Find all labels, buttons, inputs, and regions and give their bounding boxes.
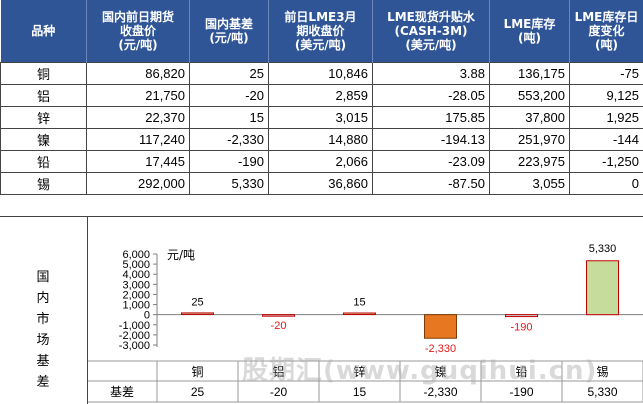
header-lme-stock-change: LME库存日度变化(吨) [570, 0, 643, 63]
table-cell: 292,000 [87, 173, 190, 195]
metals-table: 品种 国内前日期货收盘价(元/吨) 国内基差(元/吨) 前日LME3月期收盘价(… [0, 0, 643, 195]
y-tick-label: -3,000 [119, 340, 150, 352]
table-cell: 37,800 [490, 107, 570, 129]
table-cell: -144 [570, 129, 643, 151]
table-cell: -28.05 [373, 85, 490, 107]
table-cell: 36,860 [269, 173, 373, 195]
header-domestic-close: 国内前日期货收盘价(元/吨) [87, 0, 190, 63]
header-lme3m-close: 前日LME3月期收盘价(美元/吨) [269, 0, 373, 63]
table-cell: 2,859 [269, 85, 373, 107]
row-variety: 铅 [1, 151, 87, 173]
table-cell: 21,750 [87, 85, 190, 107]
data-label: 15 [353, 297, 365, 309]
table-cell: -1,250 [570, 151, 643, 173]
data-label: -190 [510, 322, 532, 334]
table-header-row: 品种 国内前日期货收盘价(元/吨) 国内基差(元/吨) 前日LME3月期收盘价(… [1, 0, 643, 63]
data-label: -20 [271, 320, 287, 332]
table-cell: 86,820 [87, 63, 190, 85]
category-label: 铜 [191, 364, 203, 379]
table-cell: 136,175 [490, 63, 570, 85]
table-cell: 14,880 [269, 129, 373, 151]
category-label: 锡 [596, 364, 608, 379]
table-cell: 25 [190, 63, 269, 85]
data-table-value: -190 [509, 385, 533, 399]
bar-镍 [425, 315, 457, 339]
table-cell: -75 [570, 63, 643, 85]
header-lme-spread: LME现货升贴水(CASH-3M)(美元/吨) [373, 0, 490, 63]
data-table-value: -2,330 [423, 385, 457, 399]
row-variety: 铜 [1, 63, 87, 85]
data-table-value: 5,330 [587, 385, 617, 399]
table-cell: 553,200 [490, 85, 570, 107]
table-cell: -194.13 [373, 129, 490, 151]
bar-锡 [587, 261, 619, 315]
table-cell: -87.50 [373, 173, 490, 195]
table-cell: 3,055 [490, 173, 570, 195]
row-variety: 镍 [1, 129, 87, 151]
table-cell: 15 [190, 107, 269, 129]
data-table-value: 15 [353, 385, 367, 399]
table-cell: 10,846 [269, 63, 373, 85]
data-label: 5,330 [589, 243, 617, 255]
bar-铜 [182, 313, 214, 315]
table-cell: 2,066 [269, 151, 373, 173]
row-variety: 铝 [1, 85, 87, 107]
table-cell: 223,975 [490, 151, 570, 173]
data-table-value: 25 [191, 385, 205, 399]
table-cell: -23.09 [373, 151, 490, 173]
data-label: 25 [191, 296, 203, 308]
table-cell: 1,925 [570, 107, 643, 129]
table-cell: 17,445 [87, 151, 190, 173]
table-cell: -20 [190, 85, 269, 107]
data-table-row-label: 基差 [110, 385, 134, 399]
table-cell: 9,125 [570, 85, 643, 107]
table-cell: 3,015 [269, 107, 373, 129]
table-cell: 5,330 [190, 173, 269, 195]
bar-锌 [344, 313, 376, 315]
table-cell: -190 [190, 151, 269, 173]
header-domestic-basis: 国内基差(元/吨) [190, 0, 269, 63]
table-cell: 117,240 [87, 129, 190, 151]
table-cell: 22,370 [87, 107, 190, 129]
table-cell: 0 [570, 173, 643, 195]
table-cell: -2,330 [190, 129, 269, 151]
bar-铝 [263, 315, 295, 317]
data-table-value: -20 [270, 385, 288, 399]
table-cell: 251,970 [490, 129, 570, 151]
bar-铅 [506, 315, 538, 317]
header-lme-stock: LME库存(吨) [490, 0, 570, 63]
table-cell: 175.85 [373, 107, 490, 129]
row-variety: 锌 [1, 107, 87, 129]
y-axis-label: 元/吨 [167, 248, 195, 262]
header-variety: 品种 [1, 0, 87, 63]
row-variety: 锡 [1, 173, 87, 195]
table-cell: 3.88 [373, 63, 490, 85]
watermark: 股期汇(www.guqihui.cn) [242, 350, 597, 387]
